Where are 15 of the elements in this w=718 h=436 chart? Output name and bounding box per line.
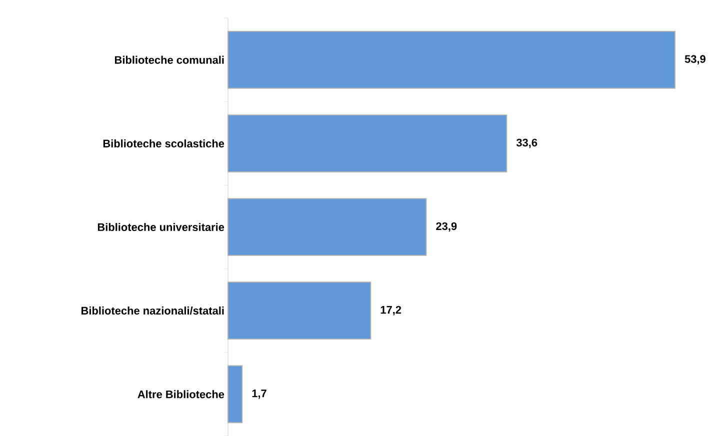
- y-tick-label: Altre Biblioteche: [138, 390, 224, 398]
- y-tick-label: Biblioteche comunali: [115, 56, 224, 64]
- data-label: 23,9: [436, 222, 457, 232]
- bar: [228, 114, 508, 172]
- bar: [228, 198, 427, 256]
- y-tick-label: Biblioteche nazionali/statali: [82, 306, 224, 315]
- bar: [228, 365, 243, 424]
- bar: [228, 30, 676, 89]
- data-label: 53,9: [684, 55, 706, 64]
- y-tick-label: Biblioteche scolastiche: [103, 139, 224, 148]
- data-label: 1,7: [252, 390, 266, 399]
- bar: [228, 282, 372, 340]
- data-label: 33,6: [516, 138, 538, 148]
- y-tick-label: Biblioteche universitarie: [98, 222, 224, 232]
- data-label: 17,2: [380, 306, 402, 316]
